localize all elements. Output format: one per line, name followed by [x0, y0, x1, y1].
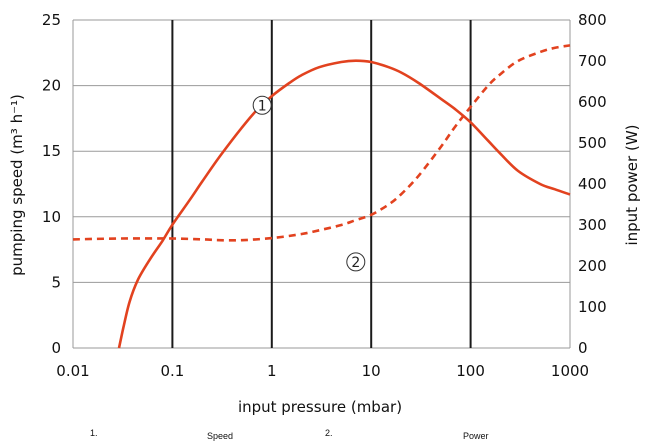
- y-right-tick-label: 200: [578, 257, 607, 275]
- x-tick-label: 0.01: [56, 362, 89, 380]
- x-tick-label: 0.1: [160, 362, 184, 380]
- speed-series-line: [117, 59, 571, 349]
- caption-label-2: Power: [463, 431, 489, 441]
- y-left-tick-label: 25: [42, 11, 61, 29]
- y-right-tick-label: 300: [578, 216, 607, 234]
- series-marker-2: 2: [346, 252, 366, 272]
- marker-number: 1: [258, 98, 267, 114]
- y-left-tick-label: 10: [42, 208, 61, 226]
- x-tick-label: 10: [362, 362, 381, 380]
- caption-number-2: 2.: [325, 428, 333, 438]
- caption: 1. Speed 2. Power: [90, 428, 489, 441]
- y-right-tick-label: 800: [578, 11, 607, 29]
- y-left-tick-label: 15: [42, 142, 61, 160]
- y-right-tick-label: 600: [578, 93, 607, 111]
- x-tick-label: 1000: [551, 362, 589, 380]
- y-right-tick-label: 700: [578, 52, 607, 70]
- tick-labels: 0 5 10 15 20 25 0 100 200 300 400 500 600 700 800 0.01 0…: [42, 11, 607, 380]
- marker-circle: [346, 252, 366, 272]
- series-markers: 12: [252, 95, 366, 272]
- grid: [72, 19, 571, 349]
- y-right-tick-label: 500: [578, 134, 607, 152]
- series-marker-1: 1: [252, 95, 272, 115]
- x-tick-label: 100: [456, 362, 485, 380]
- y-right-tick-label: 400: [578, 175, 607, 193]
- y-axis-right-label: input power (W): [623, 124, 641, 245]
- x-axis-label: input pressure (mbar): [238, 398, 402, 416]
- caption-number-1: 1.: [90, 428, 98, 438]
- y-left-tick-label: 5: [51, 273, 61, 291]
- y-right-tick-label: 0: [578, 339, 588, 357]
- y-axis-left-label: pumping speed (m³ h⁻¹): [8, 94, 26, 276]
- marker-number: 2: [351, 255, 360, 271]
- caption-label-1: Speed: [207, 431, 233, 441]
- y-left-tick-label: 20: [42, 77, 61, 95]
- y-left-tick-label: 0: [51, 339, 61, 357]
- marker-circle: [252, 95, 272, 115]
- series-layer: [72, 44, 571, 349]
- y-right-tick-label: 100: [578, 298, 607, 316]
- x-tick-label: 1: [267, 362, 277, 380]
- power-series-line: [72, 44, 571, 242]
